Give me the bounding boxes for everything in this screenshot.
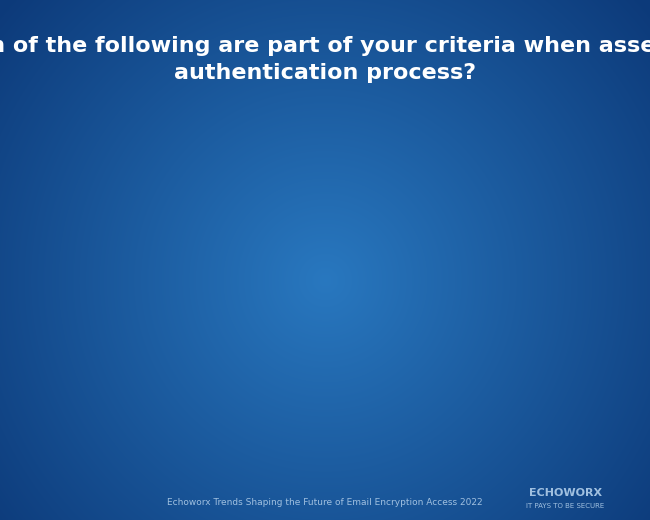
Text: IT PAYS TO BE SECURE: IT PAYS TO BE SECURE	[526, 502, 604, 509]
Text: User Acceptability: User Acceptability	[491, 218, 650, 237]
Text: 34: 34	[316, 122, 345, 142]
Text: Cost: Cost	[272, 407, 317, 425]
Text: Implementation: Implementation	[250, 102, 411, 120]
Text: Which of the following are part of your criteria when assessing
authentication p: Which of the following are part of your …	[0, 36, 650, 83]
Wedge shape	[244, 172, 325, 281]
Text: 56: 56	[280, 427, 309, 447]
Wedge shape	[320, 281, 434, 391]
Circle shape	[210, 166, 440, 396]
Text: Echoworx Trends Shaping the Future of Email Encryption Access 2022: Echoworx Trends Shaping the Future of Em…	[167, 498, 483, 507]
Wedge shape	[215, 207, 325, 297]
Text: Workarounds: Workarounds	[465, 328, 600, 346]
Text: 62: 62	[465, 348, 494, 368]
Circle shape	[202, 158, 448, 404]
Text: 36: 36	[118, 279, 148, 299]
Wedge shape	[325, 172, 435, 292]
Wedge shape	[216, 281, 325, 391]
Text: IT Resourcing: IT Resourcing	[9, 259, 148, 277]
Text: ECHOWORX: ECHOWORX	[529, 488, 602, 498]
Text: 68: 68	[491, 238, 521, 258]
